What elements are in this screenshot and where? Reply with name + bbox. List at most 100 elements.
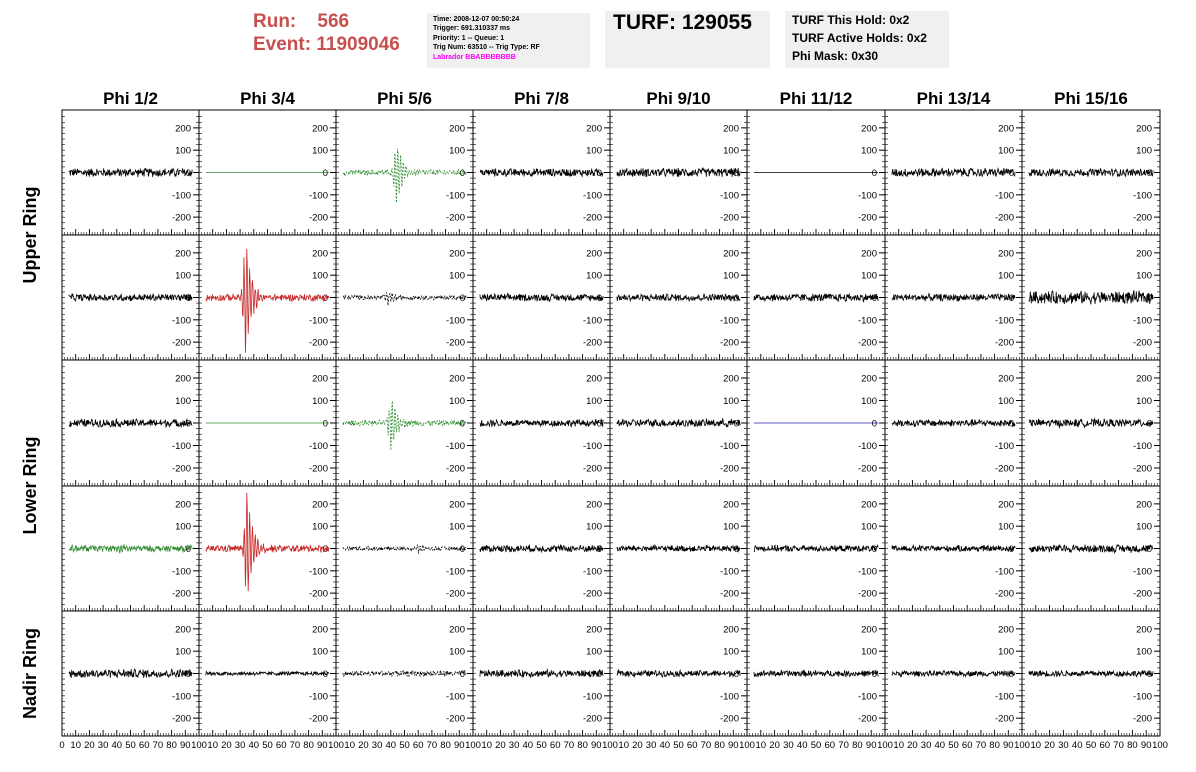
panel-r4-c8: 200 100 0 -100 -200 — [1021, 485, 1161, 612]
y-tick-label: 200 — [998, 123, 1014, 134]
waveform-trace — [479, 668, 604, 679]
y-tick-label: -100 — [583, 441, 602, 452]
x-tick-label: 40 — [935, 740, 946, 751]
waveform-trace — [205, 670, 330, 677]
panel-r5-c6: 200 100 0 -100 -200 — [746, 610, 886, 737]
panel-r5-c3: 200 100 0 -100 -200 — [335, 610, 474, 737]
x-tick-label: 100 — [328, 740, 344, 751]
x-tick-label: 80 — [166, 740, 177, 751]
y-tick-label: -200 — [1133, 589, 1152, 600]
y-tick-label: 100 — [1136, 647, 1152, 658]
panel-r5-c7: 200 100 0 -100 -200 — [884, 610, 1023, 737]
waveform-trace — [479, 543, 604, 554]
x-tick-label: 90 — [180, 740, 191, 751]
run-event-label: Run: 566 Event: 11909046 — [253, 10, 400, 56]
waveform-trace — [891, 166, 1016, 178]
x-tick-label: 50 — [125, 740, 136, 751]
y-tick-label: 200 — [723, 248, 739, 259]
waveform-trace — [891, 418, 1016, 428]
x-tick-label: 70 — [564, 740, 575, 751]
y-tick-label: -200 — [446, 464, 465, 475]
waveform-trace — [1028, 167, 1154, 178]
waveform-trace — [1028, 669, 1154, 678]
x-tick-label: 10 — [70, 740, 81, 751]
y-tick-label: 100 — [723, 396, 739, 407]
y-tick-label: 0 — [186, 669, 191, 680]
y-tick-label: 100 — [175, 271, 191, 282]
x-tick-label: 50 — [399, 740, 410, 751]
panel-r3-c2: 200 100 0 -100 -200 — [198, 359, 337, 487]
x-tick-label: 50 — [536, 740, 547, 751]
y-tick-label: -200 — [583, 213, 602, 224]
y-tick-label: 100 — [175, 647, 191, 658]
y-tick-label: 200 — [586, 374, 602, 385]
x-tick-label: 60 — [1100, 740, 1111, 751]
waveform-trace — [753, 668, 879, 678]
waveform-trace — [342, 148, 467, 203]
x-tick-label: 80 — [852, 740, 863, 751]
y-tick-label: 0 — [872, 669, 877, 680]
x-tick-label: 70 — [1113, 740, 1124, 751]
y-tick-label: 100 — [861, 146, 877, 157]
panel-r5-c1: 200 100 0 -100 -200 — [61, 610, 200, 737]
y-tick-label: 100 — [861, 396, 877, 407]
y-tick-label: -100 — [172, 691, 191, 702]
y-tick-label: 200 — [312, 624, 328, 635]
x-tick-label: 50 — [262, 740, 273, 751]
x-tick-label: 60 — [276, 740, 287, 751]
y-tick-label: 200 — [312, 499, 328, 510]
y-tick-label: 200 — [1136, 499, 1152, 510]
y-tick-label: 100 — [998, 396, 1014, 407]
column-label-4: Phi 7/8 — [514, 89, 569, 108]
x-tick-label: 30 — [1058, 740, 1069, 751]
column-label-1: Phi 1/2 — [103, 89, 158, 108]
x-tick-label: 90 — [728, 740, 739, 751]
panel-r1-c5: 200 100 0 -100 -200 — [609, 109, 748, 236]
column-label-7: Phi 13/14 — [917, 89, 991, 108]
y-tick-label: 100 — [312, 396, 328, 407]
y-tick-label: 200 — [998, 374, 1014, 385]
x-tick-label: 10 — [1031, 740, 1042, 751]
event-value: 11909046 — [316, 34, 400, 55]
y-tick-label: -100 — [858, 441, 877, 452]
y-tick-label: -200 — [172, 338, 191, 349]
y-tick-label: 100 — [449, 647, 465, 658]
y-tick-label: 200 — [175, 624, 191, 635]
x-tick-label: 80 — [714, 740, 725, 751]
y-tick-label: 100 — [998, 271, 1014, 282]
y-tick-label: -200 — [172, 213, 191, 224]
y-tick-label: -200 — [583, 714, 602, 725]
x-tick-label: 30 — [783, 740, 794, 751]
y-tick-label: -200 — [995, 464, 1014, 475]
waveform-trace — [891, 669, 1016, 678]
y-tick-label: 100 — [312, 271, 328, 282]
x-tick-label: 90 — [454, 740, 465, 751]
y-tick-label: -100 — [583, 691, 602, 702]
y-tick-label: 200 — [723, 624, 739, 635]
y-tick-label: 100 — [1136, 522, 1152, 533]
y-tick-label: -200 — [309, 714, 328, 725]
turf-value: TURF: 129055 — [613, 11, 752, 34]
y-tick-label: 100 — [312, 522, 328, 533]
y-tick-label: 0 — [1147, 544, 1152, 555]
y-tick-label: -100 — [858, 691, 877, 702]
ring-label-1: Upper Ring — [20, 187, 40, 284]
y-tick-label: 200 — [175, 499, 191, 510]
y-tick-label: 200 — [1136, 374, 1152, 385]
panel-r3-c4: 200 100 0 -100 -200 — [472, 359, 611, 487]
y-tick-label: -200 — [583, 464, 602, 475]
x-tick-label: 60 — [687, 740, 698, 751]
waveform-trace — [68, 543, 193, 554]
waveform-trace — [342, 669, 467, 678]
y-tick-label: 0 — [460, 669, 465, 680]
